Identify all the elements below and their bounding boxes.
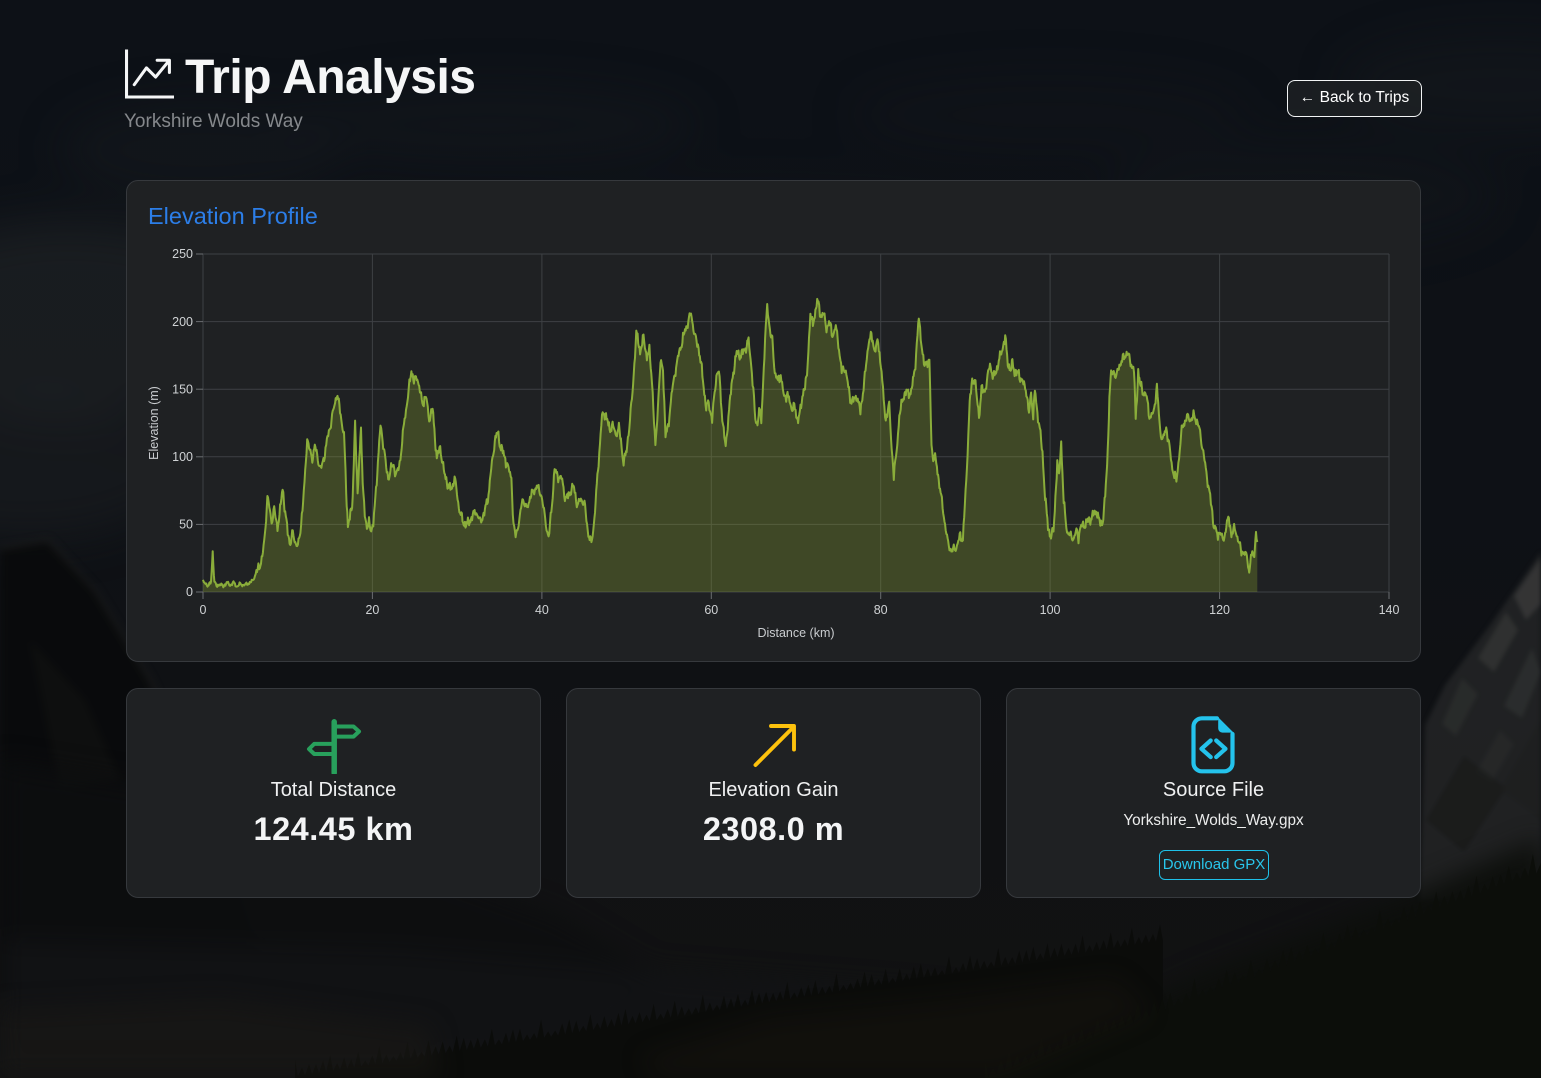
svg-text:0: 0 <box>200 603 207 617</box>
svg-text:Distance (km): Distance (km) <box>757 626 834 640</box>
svg-text:20: 20 <box>365 603 379 617</box>
svg-text:80: 80 <box>874 603 888 617</box>
svg-text:40: 40 <box>535 603 549 617</box>
svg-text:250: 250 <box>172 247 193 261</box>
svg-text:50: 50 <box>179 518 193 532</box>
svg-text:0: 0 <box>186 585 193 599</box>
svg-text:140: 140 <box>1379 603 1400 617</box>
svg-text:120: 120 <box>1209 603 1230 617</box>
svg-text:100: 100 <box>172 450 193 464</box>
svg-text:100: 100 <box>1040 603 1061 617</box>
svg-text:Elevation (m): Elevation (m) <box>147 386 161 460</box>
svg-text:200: 200 <box>172 315 193 329</box>
svg-text:60: 60 <box>704 603 718 617</box>
svg-text:150: 150 <box>172 382 193 396</box>
